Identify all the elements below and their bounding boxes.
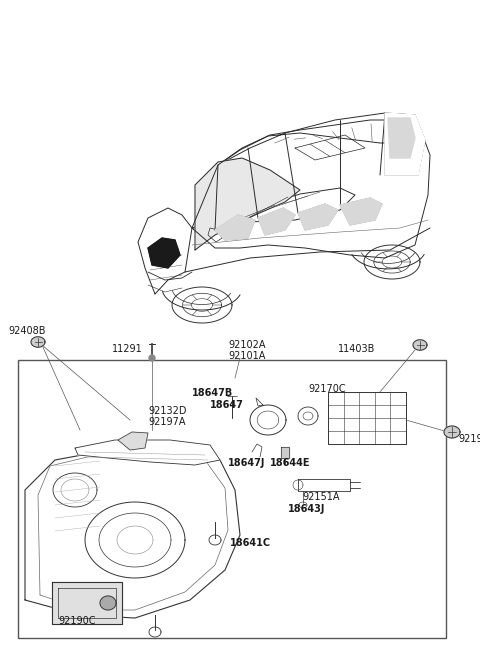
Text: 18643J: 18643J [288,504,325,514]
Text: 92170C: 92170C [308,384,346,394]
Polygon shape [31,337,45,347]
Polygon shape [413,340,427,350]
Polygon shape [385,113,425,175]
Text: 18644E: 18644E [270,458,311,468]
Text: 92408B: 92408B [8,326,46,336]
Polygon shape [52,582,122,624]
Text: 92191D: 92191D [458,434,480,444]
Polygon shape [25,448,240,618]
Bar [18,360,446,638]
Polygon shape [138,128,430,294]
Polygon shape [149,355,155,361]
Polygon shape [340,198,382,225]
Polygon shape [192,188,355,228]
Text: 18647: 18647 [210,400,244,410]
Polygon shape [258,208,295,235]
Polygon shape [118,432,148,450]
Polygon shape [195,158,300,250]
Polygon shape [215,215,255,240]
Polygon shape [148,238,180,268]
Polygon shape [388,118,415,158]
Polygon shape [444,426,460,438]
Polygon shape [298,479,350,491]
Polygon shape [218,113,418,165]
Text: 92190C: 92190C [58,616,96,626]
Polygon shape [138,208,192,294]
Polygon shape [328,392,406,444]
Polygon shape [192,120,430,258]
Text: 18641C: 18641C [230,538,271,548]
Polygon shape [75,440,220,465]
Text: 92151A: 92151A [302,492,339,502]
Text: 92101A: 92101A [228,351,265,361]
Polygon shape [281,447,289,458]
Polygon shape [298,204,338,230]
Polygon shape [250,405,286,435]
Text: 18647B: 18647B [192,388,233,398]
Text: 92102A: 92102A [228,340,265,350]
Text: 92197A: 92197A [148,417,185,427]
Text: 11403B: 11403B [338,344,375,354]
Text: 92132D: 92132D [148,406,187,416]
Polygon shape [100,596,116,610]
Text: 18647J: 18647J [228,458,265,468]
Text: 11291: 11291 [112,344,143,354]
